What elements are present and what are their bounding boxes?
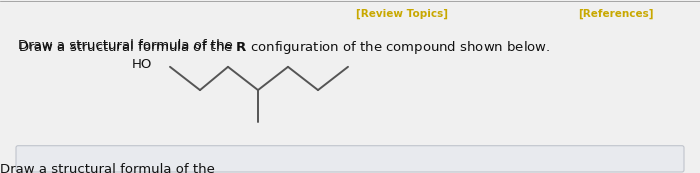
Text: Draw a structural formula of the: Draw a structural formula of the xyxy=(18,39,237,52)
Text: Draw a structural formula of the: Draw a structural formula of the xyxy=(0,163,219,173)
Text: HO: HO xyxy=(132,58,152,71)
Text: [References]: [References] xyxy=(578,8,654,19)
Text: [Review Topics]: [Review Topics] xyxy=(356,8,449,19)
Text: Draw a structural formula of the $\mathbf{R}$ configuration of the compound show: Draw a structural formula of the $\mathb… xyxy=(18,39,550,56)
FancyBboxPatch shape xyxy=(16,146,684,172)
